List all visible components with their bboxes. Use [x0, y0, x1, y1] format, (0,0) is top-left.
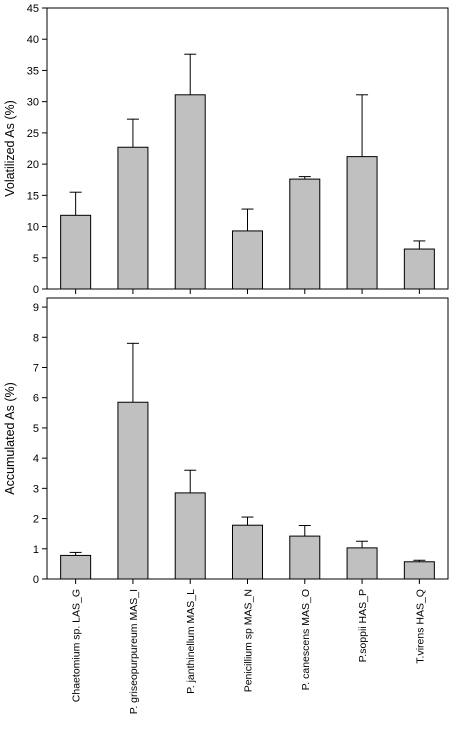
bar: [403, 248, 435, 290]
y-tick-label: 25: [27, 128, 39, 140]
bar: [289, 535, 321, 580]
bar: [117, 146, 149, 290]
y-tick-label: 2: [33, 514, 39, 526]
y-tick-label: 4: [33, 453, 39, 465]
y-tick-label: 3: [33, 483, 39, 495]
bar: [403, 561, 435, 580]
y-tick-label: 7: [33, 362, 39, 374]
y-tick-label: 40: [27, 34, 39, 46]
y-axis-title: Accumulated As (%): [3, 382, 17, 495]
bar: [60, 554, 92, 580]
category-label: Penicillium sp MAS_N: [243, 589, 255, 692]
panel-1: 0 5 10 15 20 25 30 35 40 45 Volatilized As (%): [3, 3, 449, 296]
category-label: P.soppii HAS_P: [357, 589, 369, 662]
category-label: P. janthinellum MAS_L: [185, 589, 197, 694]
y-tick-label: 5: [33, 423, 39, 435]
bar: [232, 524, 263, 580]
bar: [174, 492, 206, 580]
y-tick-label: 0: [33, 574, 39, 586]
y-tick-label: 30: [27, 97, 39, 109]
y-tick-label: 6: [33, 393, 39, 405]
bar: [289, 178, 321, 290]
y-tick-label: 45: [27, 3, 39, 15]
y-tick-label: 15: [27, 190, 39, 202]
panel-2: 0 1 2 3 4 5 6 7 8 9 Accumulated As (%): [3, 297, 449, 586]
bar: [232, 230, 263, 290]
y-tick-label: 20: [27, 159, 39, 171]
y-tick-label: 0: [33, 284, 39, 296]
bar: [174, 94, 206, 290]
y-tick-label: 9: [33, 302, 39, 314]
category-label: P. canescens MAS_O: [300, 589, 312, 690]
y-tick-label: 10: [27, 222, 39, 234]
y-tick-label: 35: [27, 65, 39, 77]
category-label: Chaetomium sp. LAS_G: [71, 589, 83, 702]
bar: [346, 156, 378, 290]
category-label: P. griseopurpureum MAS_I: [128, 589, 140, 714]
bar: [346, 547, 378, 580]
y-axis-title: Volatilized As (%): [3, 100, 17, 197]
y-tick-label: 5: [33, 253, 39, 265]
y-tick-label: 8: [33, 332, 39, 344]
bar: [60, 214, 92, 290]
bar: [117, 401, 149, 580]
y-tick-label: 1: [33, 544, 39, 556]
category-label: T.virens HAS_Q: [414, 589, 426, 664]
